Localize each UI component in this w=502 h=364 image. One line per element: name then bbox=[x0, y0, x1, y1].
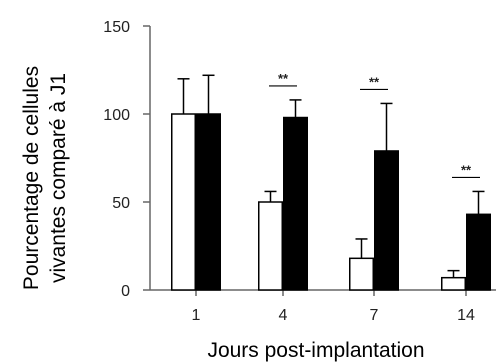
bar-series1-1 bbox=[172, 114, 196, 290]
bar-series2-14 bbox=[467, 214, 491, 290]
bar-series1-14 bbox=[442, 278, 466, 290]
bars bbox=[172, 114, 491, 290]
x-tick-label-14: 14 bbox=[457, 307, 475, 324]
y-axis-title-line-1: Pourcentage de cellules bbox=[20, 66, 43, 290]
bar-series2-4 bbox=[284, 118, 308, 290]
significance-marker-7: ** bbox=[369, 74, 380, 89]
bar-series1-4 bbox=[259, 202, 283, 290]
significance-marker-14: ** bbox=[461, 162, 472, 177]
x-axis-title: Jours post-implantation bbox=[207, 339, 424, 362]
y-axis-title: Pourcentage de cellules vivantes comparé… bbox=[20, 66, 70, 290]
bar-series2-7 bbox=[375, 151, 399, 290]
y-tick-label-150: 150 bbox=[103, 19, 130, 36]
bar-series1-7 bbox=[350, 258, 374, 290]
y-axis-title-line-2: vivantes comparé à J1 bbox=[47, 73, 70, 283]
y-tick-label-0: 0 bbox=[121, 283, 130, 300]
x-tick-label-1: 1 bbox=[192, 307, 201, 324]
significance-marker-4: ** bbox=[278, 71, 289, 86]
x-tick-label-4: 4 bbox=[279, 307, 288, 324]
y-tick-label-50: 50 bbox=[112, 195, 130, 212]
y-tick-label-100: 100 bbox=[103, 107, 130, 124]
bar-series2-1 bbox=[197, 114, 221, 290]
x-tick-label-7: 7 bbox=[370, 307, 379, 324]
error-bars bbox=[178, 75, 485, 277]
